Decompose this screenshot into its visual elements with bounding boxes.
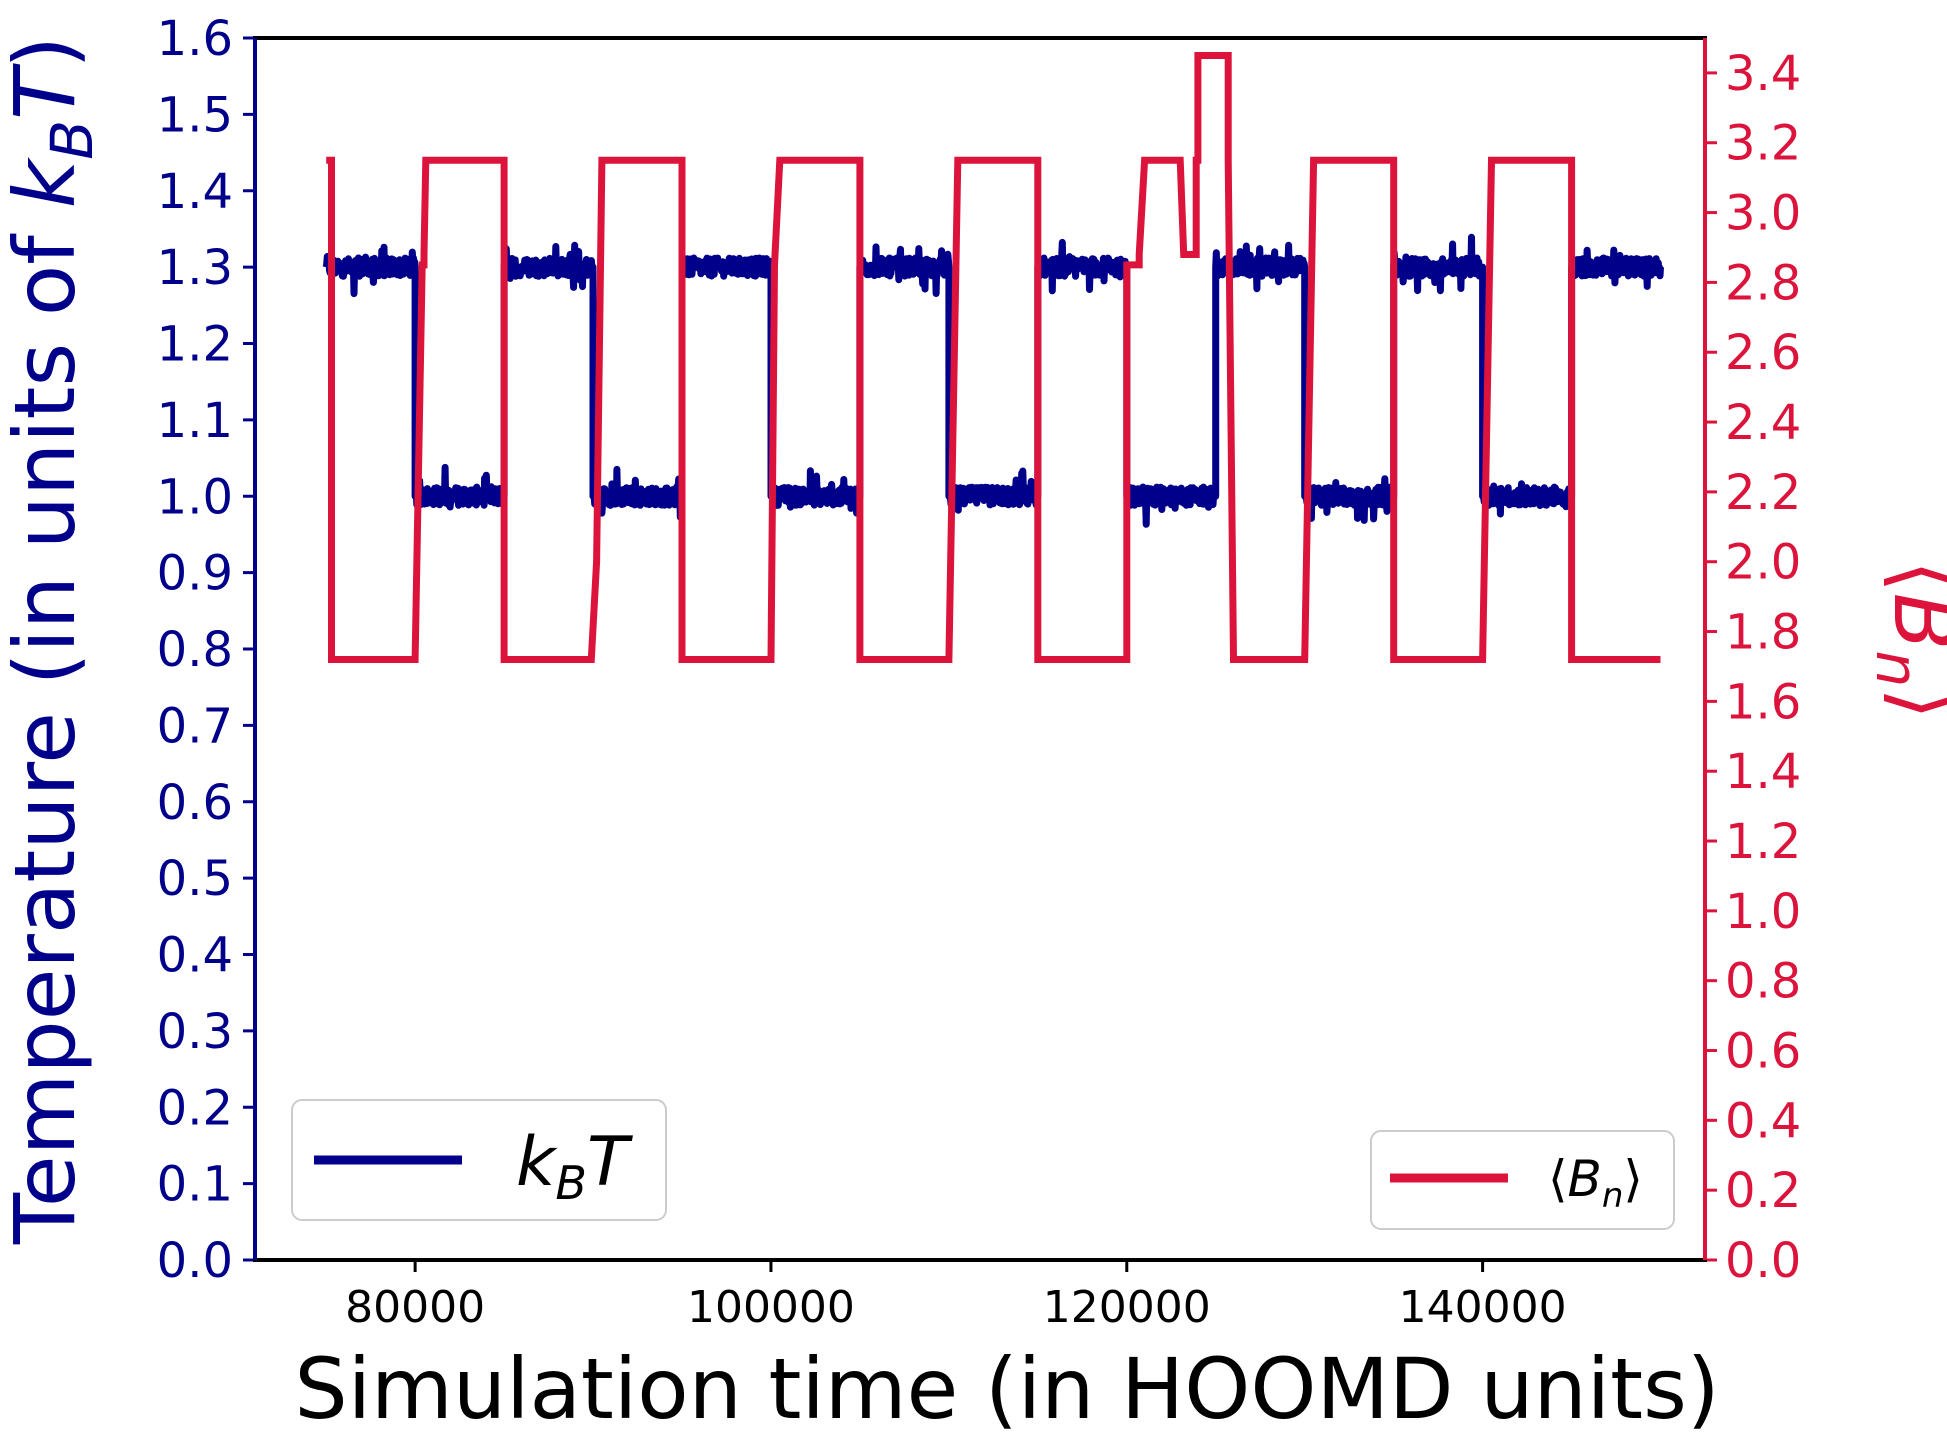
legend-bn-label: ⟨Bn⟩: [1548, 1150, 1643, 1216]
right-tick-label: 2.4: [1725, 395, 1801, 451]
right-axis-ticks: 0.0 0.2 0.4 0.6 0.8 1.0 1.2 1.4 1.6 1.8 2.0 2.2 2.4 2…: [1705, 46, 1801, 1289]
left-tick-label: 1.3: [157, 240, 233, 296]
left-tick-label: 0.1: [157, 1157, 233, 1213]
left-tick-label: 1.6: [157, 11, 233, 67]
right-tick-label: 2.8: [1725, 255, 1801, 311]
right-tick-label: 0.2: [1725, 1163, 1801, 1219]
right-tick-label: 0.4: [1725, 1093, 1801, 1149]
x-axis-ticks: 80000 100000 120000 140000: [345, 1260, 1567, 1333]
right-tick-label: 3.2: [1725, 116, 1801, 172]
left-tick-label: 1.4: [157, 164, 233, 220]
right-tick-label: 1.2: [1725, 814, 1801, 870]
left-tick-label: 1.2: [157, 317, 233, 373]
right-tick-label: 2.0: [1725, 535, 1801, 591]
right-tick-label: 3.0: [1725, 186, 1801, 242]
left-tick-label: 0.5: [157, 851, 233, 907]
x-tick-label: 140000: [1399, 1282, 1567, 1333]
legend-bn-box: [1370, 1130, 1675, 1230]
right-tick-label: 2.6: [1725, 325, 1801, 381]
plot-area: [322, 52, 1664, 663]
series-bn-line: [326, 52, 1661, 663]
legend-kbt-label: kBT: [516, 1123, 633, 1210]
legend-bn: ⟨Bn⟩: [1370, 1130, 1675, 1230]
left-axis-ticks: 0.0 0.1 0.2 0.3 0.4 0.5 0.6 0.7 0.8 0.9 1.0 1.1 1.2 1…: [157, 11, 255, 1289]
right-tick-label: 0.6: [1725, 1024, 1801, 1080]
series-kbt-line: [322, 233, 1664, 528]
right-tick-label: 0.0: [1725, 1233, 1801, 1289]
left-tick-label: 1.1: [157, 393, 233, 449]
left-tick-label: 1.0: [157, 469, 233, 525]
left-tick-label: 0.0: [157, 1233, 233, 1289]
x-tick-label: 80000: [345, 1282, 485, 1333]
left-tick-label: 0.7: [157, 698, 233, 754]
right-tick-label: 1.4: [1725, 744, 1801, 800]
right-tick-label: 2.2: [1725, 465, 1801, 521]
left-tick-label: 0.9: [157, 546, 233, 602]
x-tick-label: 120000: [1043, 1282, 1211, 1333]
right-tick-label: 0.8: [1725, 954, 1801, 1010]
left-tick-label: 1.5: [157, 87, 233, 143]
right-tick-label: 3.4: [1725, 46, 1801, 102]
right-tick-label: 1.0: [1725, 884, 1801, 940]
left-tick-label: 0.4: [157, 928, 233, 984]
right-tick-label: 1.6: [1725, 674, 1801, 730]
right-axis-title: ⟨Bn⟩: [1863, 560, 1947, 720]
legend-kbt-box: [291, 1099, 667, 1221]
right-tick-label: 1.8: [1725, 605, 1801, 661]
left-tick-label: 0.6: [157, 775, 233, 831]
left-tick-label: 0.8: [157, 622, 233, 678]
legend-kbt: kBT: [291, 1099, 667, 1221]
x-axis-title: Simulation time (in HOOMD units): [294, 1340, 1719, 1438]
left-tick-label: 0.2: [157, 1080, 233, 1136]
x-tick-label: 100000: [687, 1282, 855, 1333]
left-axis-title: Temperature (in units of kBT): [0, 36, 106, 1245]
left-tick-label: 0.3: [157, 1004, 233, 1060]
